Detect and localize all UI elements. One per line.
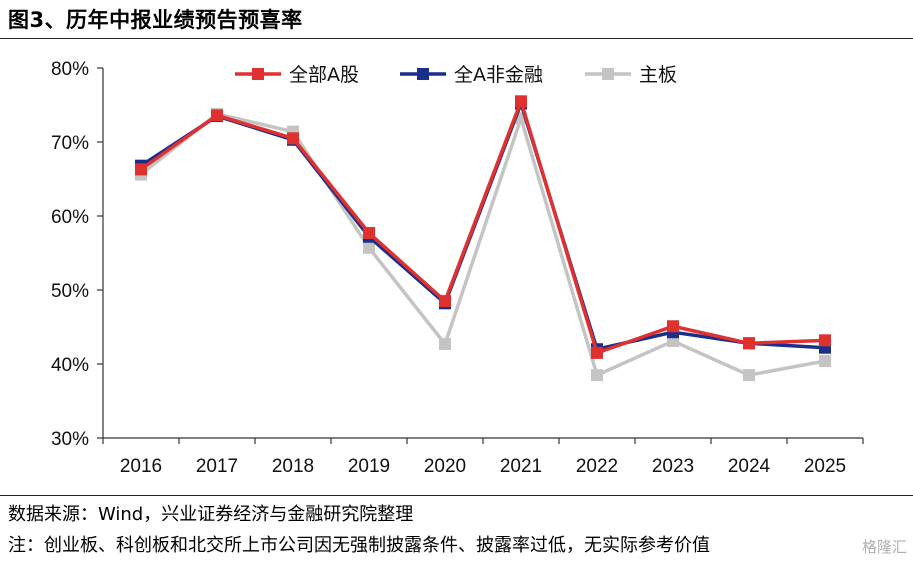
series-point: [211, 109, 223, 122]
y-tick-label: 80%: [51, 59, 89, 80]
chart-series-layer: [135, 95, 831, 382]
series-line: [139, 99, 826, 355]
x-tick-label: 2022: [576, 456, 618, 477]
series-point: [287, 132, 299, 145]
top-rule: [0, 38, 913, 39]
chart-legend: 全部A股 全A非金融 主板: [235, 64, 677, 86]
legend-marker: [417, 68, 429, 80]
x-tick-label: 2024: [728, 456, 771, 477]
legend-label: 全A非金融: [454, 64, 543, 86]
x-tick-label: 2018: [272, 456, 314, 477]
series-point: [743, 369, 755, 382]
watermark-logo: 格隆汇: [861, 538, 907, 556]
series-point: [363, 227, 375, 240]
series-point: [363, 241, 375, 254]
legend-label: 主板: [639, 64, 677, 86]
series-point: [515, 95, 527, 108]
series-line: [139, 112, 826, 377]
series-point: [439, 295, 451, 308]
series-point: [819, 334, 831, 347]
y-tick-label: 50%: [51, 281, 89, 302]
series-point: [591, 346, 603, 359]
series-point: [667, 320, 679, 333]
bottom-rule: [0, 495, 913, 496]
x-tick-label: 2023: [652, 456, 694, 477]
y-tick-label: 40%: [51, 355, 89, 376]
figure-title: 图3、历年中报业绩预告预喜率: [8, 8, 303, 32]
x-tick-label: 2020: [424, 456, 466, 477]
x-tick-label: 2025: [804, 456, 846, 477]
series-point: [439, 338, 451, 351]
x-tick-label: 2021: [500, 456, 542, 477]
series-point: [743, 337, 755, 350]
x-tick-label: 2019: [348, 456, 390, 477]
chart-axes: 30% 40% 50% 60% 70% 80% 2016 2017 2018 2019 2020 20…: [51, 59, 864, 477]
x-tick-label: 2017: [196, 456, 238, 477]
legend-marker: [602, 68, 614, 80]
series-point: [591, 369, 603, 382]
y-tick-label: 70%: [51, 133, 89, 154]
remark-note: 注：创业板、科创板和北交所上市公司因无强制披露条件、披露率过低，无实际参考价值: [8, 535, 710, 556]
series-point: [135, 163, 147, 176]
legend-label: 全部A股: [289, 64, 359, 86]
x-tick-label: 2016: [120, 456, 162, 477]
source-note: 数据来源：Wind，兴业证券经济与金融研究院整理: [8, 504, 414, 525]
series-point: [819, 355, 831, 368]
legend-marker: [252, 68, 264, 80]
y-tick-label: 30%: [51, 429, 89, 450]
y-tick-label: 60%: [51, 207, 89, 228]
line-chart: 30% 40% 50% 60% 70% 80% 2016 2017 2018 2019 2020 20…: [51, 59, 864, 477]
